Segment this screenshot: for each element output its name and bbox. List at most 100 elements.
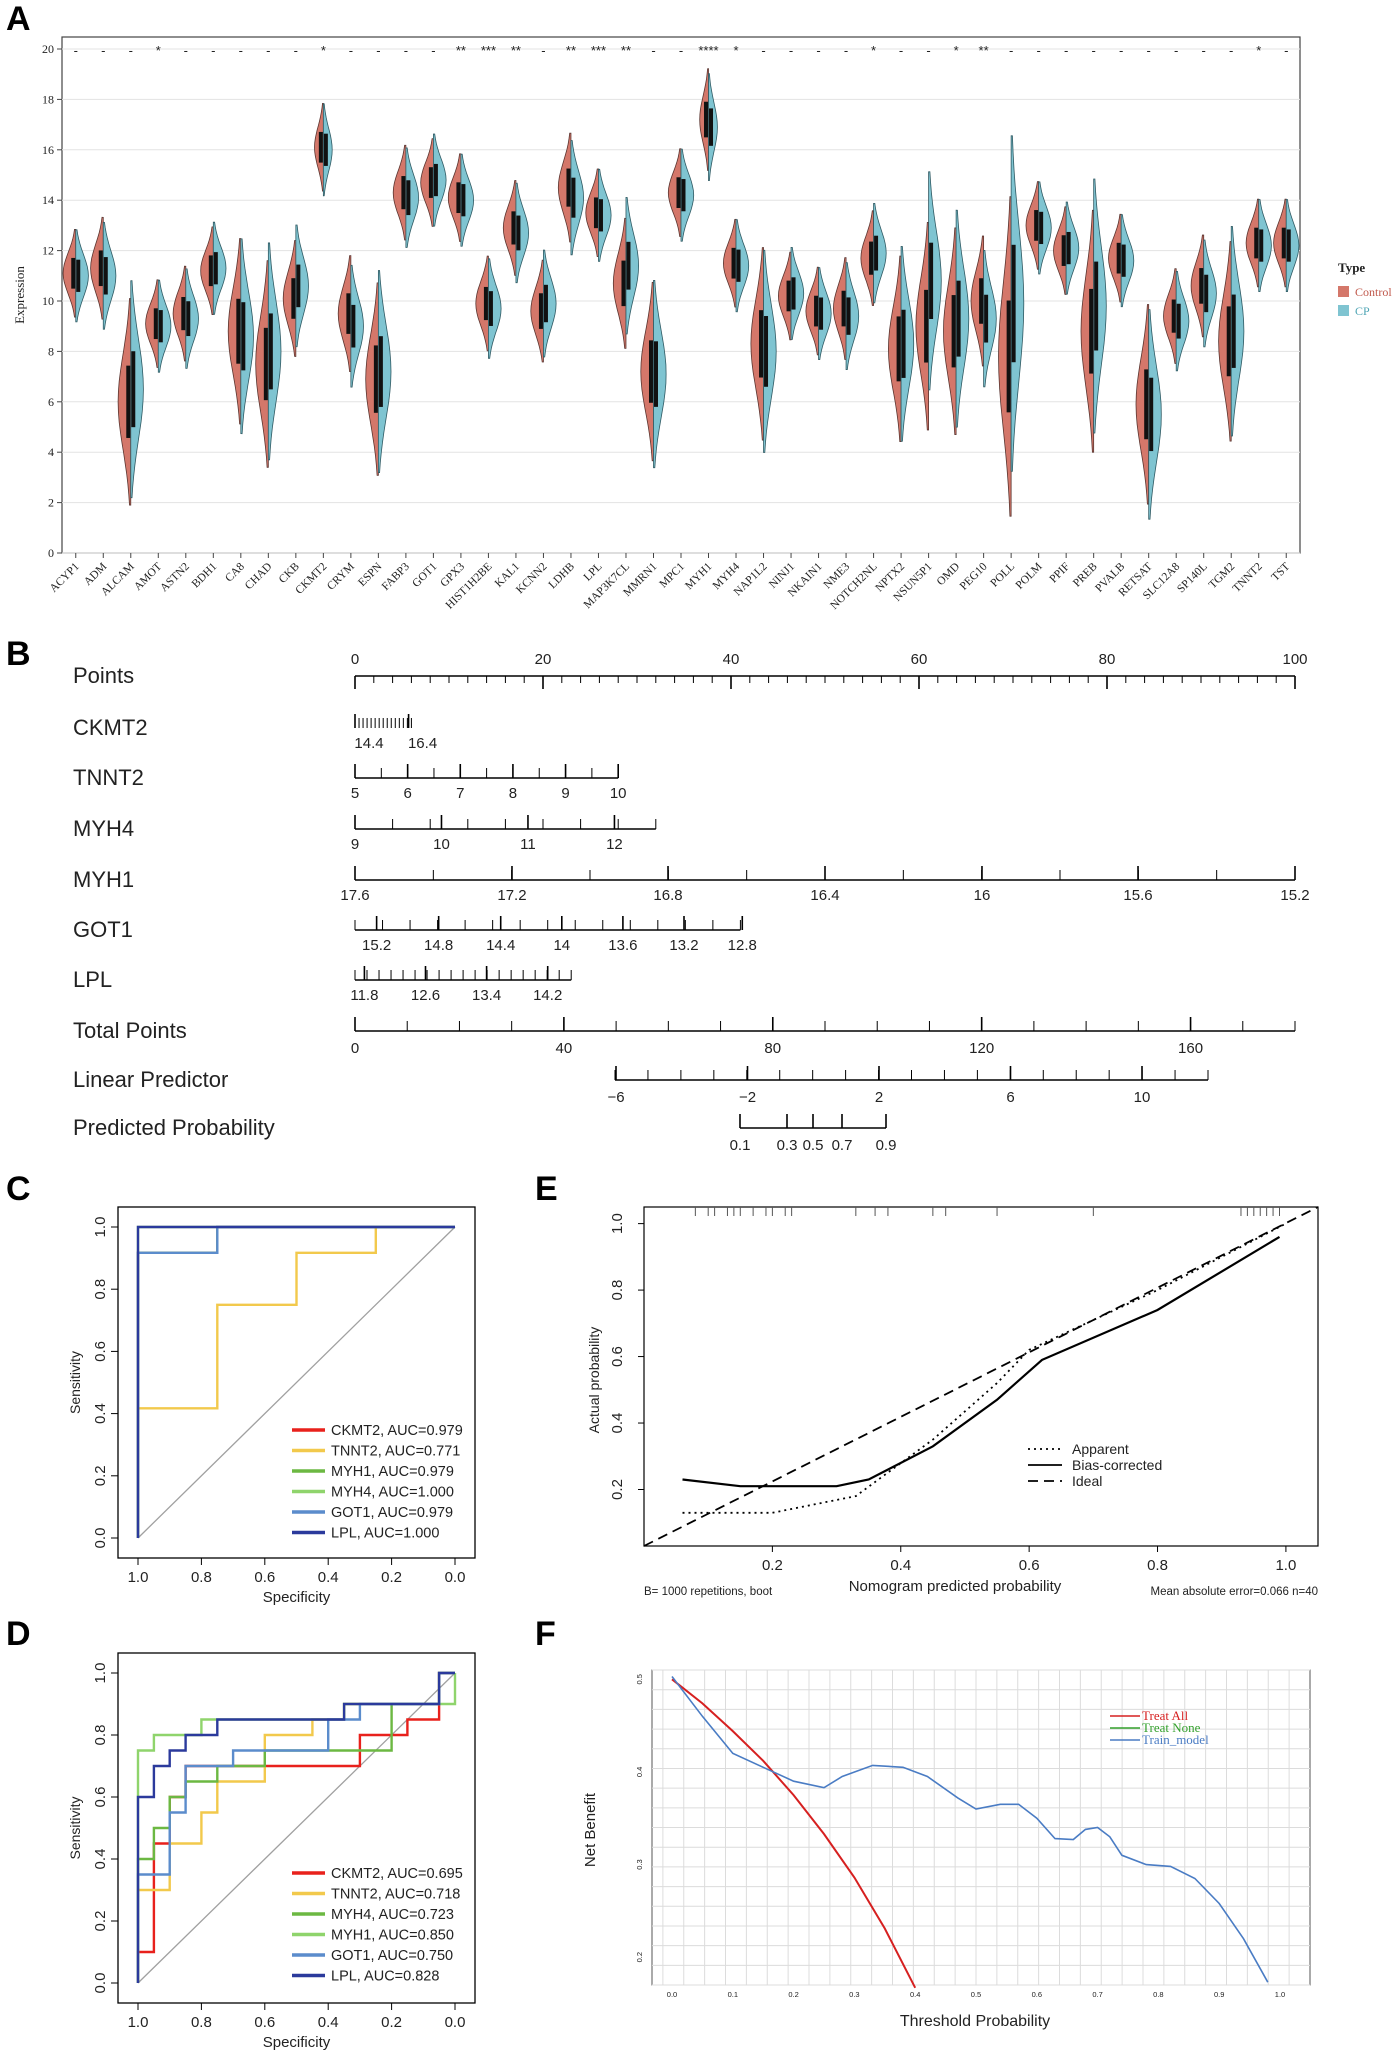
nomogram-row-label: LPL: [73, 967, 112, 992]
violin-cp: [763, 249, 777, 453]
violin-cp: [680, 148, 695, 242]
violin-cp: [1285, 199, 1300, 292]
box-cp: [461, 184, 466, 217]
legend-label: CP: [1355, 304, 1370, 318]
box-cp: [791, 277, 796, 310]
box-cp: [1066, 231, 1071, 265]
significance-mark: -: [1202, 43, 1206, 58]
violin-cp: [350, 264, 364, 388]
significance-mark: ***: [481, 43, 496, 58]
box-cp: [351, 304, 356, 348]
nomogram-tick-label: 13.2: [669, 937, 698, 954]
x-axis-title: Threshold Probability: [900, 2013, 1050, 2030]
violin-cp: [570, 140, 585, 256]
significance-mark: -: [101, 43, 105, 58]
nomogram-row-label: TNNT2: [73, 765, 144, 790]
y-tick-label: 0.8: [92, 1725, 109, 1746]
nomogram-tick-label: 13.4: [472, 987, 501, 1004]
violin-cp: [1175, 270, 1190, 372]
box-cp: [956, 280, 961, 357]
box-control: [896, 316, 901, 382]
box-control: [236, 298, 241, 364]
nomogram-tick-label: 13.6: [608, 937, 637, 954]
legend-label: MYH4, AUC=0.723: [331, 1907, 454, 1923]
legend-label: GOT1, AUC=0.979: [331, 1505, 453, 1521]
nomogram-tick-label: −2: [739, 1089, 756, 1106]
violin-control: [90, 216, 104, 320]
violin-cp: [1093, 178, 1107, 434]
panel-label-d: D: [6, 1615, 31, 1653]
x-tick-label: 0.0: [445, 2014, 466, 2031]
x-tick-label: SP140L: [1175, 561, 1210, 596]
x-tick-label: LDHB: [546, 560, 577, 591]
x-tick-label: TNNT2: [1231, 560, 1265, 594]
y-tick-label: 0.6: [609, 1346, 626, 1367]
legend-label: LPL, AUC=0.828: [331, 1969, 439, 1985]
box-control: [1144, 369, 1149, 440]
y-tick-label: 0.4: [92, 1403, 109, 1424]
calibration-curve: [682, 1222, 1287, 1514]
box-control: [1034, 210, 1039, 241]
significance-mark: *: [1256, 43, 1261, 58]
significance-mark: ***: [591, 43, 606, 58]
y-tick-label: 12: [42, 244, 54, 258]
y-tick-label: 0: [48, 546, 54, 560]
significance-mark: -: [349, 43, 353, 58]
box-cp: [488, 291, 493, 326]
significance-mark: -: [184, 43, 188, 58]
nomogram-tick-label: 120: [969, 1040, 994, 1057]
violin-control: [970, 235, 985, 367]
box-cp: [819, 297, 824, 330]
x-tick-label: TST: [1269, 561, 1292, 584]
y-tick-label: 0.0: [92, 1973, 109, 1994]
y-axis-title: Sensitivity: [67, 1351, 83, 1414]
nomogram-tick-label: 8: [509, 785, 517, 802]
violin-control: [915, 221, 929, 431]
box-cp: [929, 242, 934, 319]
violin-control: [392, 144, 407, 241]
violin-cp: [1120, 214, 1135, 308]
violin-cp: [1010, 135, 1025, 472]
legend-label: LPL, AUC=1.000: [331, 1526, 439, 1542]
nomogram-row-label: Total Points: [73, 1018, 187, 1043]
x-tick-label: 0.4: [910, 1990, 920, 1999]
x-tick-label: 0.6: [1032, 1990, 1042, 1999]
violin-control: [145, 279, 159, 368]
nomogram-tick-label: 10: [1134, 1089, 1151, 1106]
violin-cp: [157, 279, 172, 373]
box-control: [373, 345, 378, 413]
violin-control: [667, 148, 682, 237]
nomogram: Points CKMT2 TNNT2 MYH4 MYH1 GOT1 LPL Total Poi…: [73, 651, 1310, 1154]
roc-curve: [136, 1671, 455, 1983]
nomogram-tick-label: 40: [723, 651, 740, 668]
box-control: [648, 340, 653, 403]
box-cp: [76, 259, 81, 292]
x-tick-label: 0.6: [254, 2014, 275, 2031]
violin-control: [887, 255, 902, 443]
violin-control: [337, 255, 352, 373]
legend-title: Type: [1338, 260, 1365, 275]
x-tick-label: LPL: [582, 561, 605, 584]
x-tick-label: 1.0: [1275, 1557, 1296, 1574]
box-control: [1281, 227, 1286, 259]
significance-mark: -: [74, 43, 78, 58]
violin-control: [1108, 213, 1122, 303]
box-cp: [186, 301, 191, 337]
nomogram-tick-label: 0: [351, 651, 359, 668]
x-axis-title: Specificity: [263, 1589, 331, 1606]
nomogram-tick-label: −6: [607, 1089, 624, 1106]
violin-cp: [625, 197, 640, 335]
legend-label: Apparent: [1072, 1441, 1129, 1457]
box-control: [1254, 227, 1259, 259]
significance-mark: -: [1119, 43, 1123, 58]
significance-mark: -: [1064, 43, 1068, 58]
violin-control: [365, 282, 379, 476]
violin-cp: [955, 209, 970, 428]
nomogram-tick-label: 7: [456, 785, 464, 802]
x-tick-label: 0.2: [381, 2014, 402, 2031]
legend-swatch: [1338, 286, 1349, 297]
significance-mark: -: [761, 43, 765, 58]
nomogram-tick-label: 6: [403, 785, 411, 802]
violin-control: [612, 217, 627, 349]
